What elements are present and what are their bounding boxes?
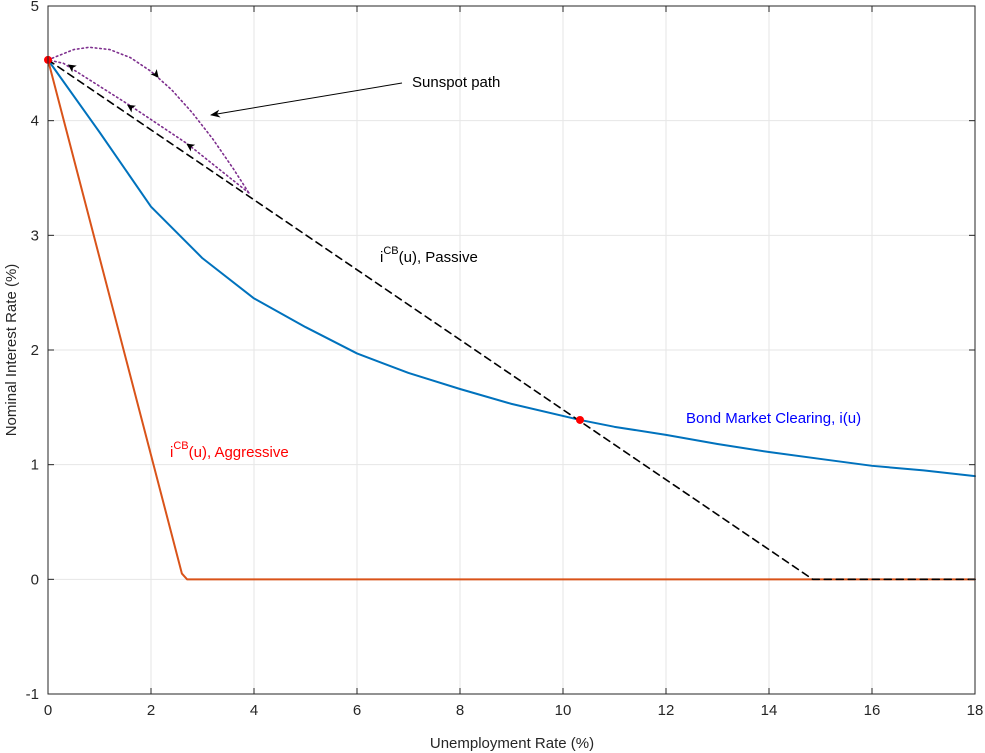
passive-label-rest: (u), Passive — [399, 249, 478, 266]
y-tick-label: -1 — [26, 686, 39, 703]
x-tick-label: 4 — [250, 702, 258, 719]
series-layer — [47, 46, 976, 581]
x-tick-label: 18 — [967, 702, 984, 719]
x-tick-label: 0 — [44, 702, 52, 719]
x-tick-label: 10 — [555, 702, 572, 719]
marker-layer — [44, 55, 584, 424]
y-tick-label: 1 — [31, 457, 39, 474]
marker-intersection — [575, 415, 584, 424]
sunspot-pointer-arrow — [210, 82, 403, 118]
x-tick-label: 6 — [353, 702, 361, 719]
x-tick-label: 14 — [761, 702, 778, 719]
series-line-sunspot_arc — [47, 46, 250, 194]
x-tick-label: 8 — [456, 702, 464, 719]
aggressive-rule-label: iCB(u), Aggressive — [170, 440, 289, 461]
y-tick-label: 0 — [31, 571, 39, 588]
passive-rule-label: iCB(u), Passive — [380, 245, 478, 266]
aggressive-label-base: i — [170, 444, 173, 461]
y-tick-label: 3 — [31, 227, 39, 244]
aggressive-label-superscript: CB — [173, 440, 188, 452]
aggressive-label-rest: (u), Aggressive — [189, 444, 289, 461]
sunspot-direction-arrow — [150, 69, 159, 78]
y-axis-title: Nominal Interest Rate (%) — [3, 264, 20, 437]
sunspot-direction-arrow — [127, 104, 136, 113]
sunspot-direction-arrow — [67, 64, 77, 73]
x-tick-label: 12 — [658, 702, 675, 719]
x-axis-title: Unemployment Rate (%) — [430, 735, 594, 752]
series-line-sunspot_return — [47, 59, 250, 194]
x-tick-label: 16 — [864, 702, 881, 719]
sunspot-path-label: Sunspot path — [412, 74, 500, 91]
series-line-aggressive — [47, 58, 976, 581]
y-tick-label: 4 — [31, 113, 39, 130]
passive-label-base: i — [380, 249, 383, 266]
passive-label-superscript: CB — [383, 245, 398, 257]
sunspot-direction-arrow — [186, 143, 196, 152]
y-tick-label: 2 — [31, 342, 39, 359]
series-line-passive — [47, 59, 976, 581]
bond-market-label: Bond Market Clearing, i(u) — [686, 410, 861, 427]
x-tick-label: 2 — [147, 702, 155, 719]
series-line-bond — [47, 58, 976, 478]
grid-layer — [47, 5, 976, 695]
y-tick-label: 5 — [31, 0, 39, 15]
